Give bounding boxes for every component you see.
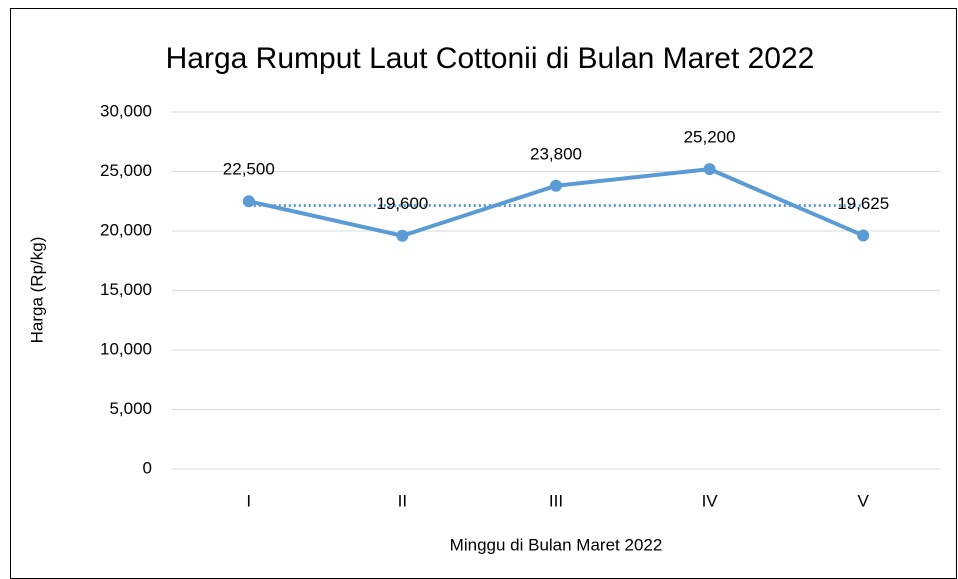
x-tick-label: IV <box>702 491 719 510</box>
data-point <box>703 163 716 176</box>
data-label: 19,600 <box>376 194 428 213</box>
data-point <box>396 229 409 242</box>
data-point <box>242 195 255 208</box>
data-label: 23,800 <box>530 144 582 163</box>
y-tick-label: 20,000 <box>100 220 152 239</box>
y-tick-label: 0 <box>143 458 152 477</box>
data-point <box>550 179 562 192</box>
x-tick-label: I <box>246 491 251 510</box>
y-tick-label: 15,000 <box>100 280 152 299</box>
y-tick-label: 30,000 <box>100 101 152 120</box>
x-axis-label: Minggu di Bulan Maret 2022 <box>450 535 663 554</box>
y-tick-label: 25,000 <box>100 161 152 180</box>
x-tick-label: II <box>398 491 407 510</box>
data-label: 19,625 <box>837 194 889 213</box>
data-label: 25,200 <box>684 128 736 147</box>
y-tick-label: 10,000 <box>100 339 152 358</box>
y-tick-label: 5,000 <box>109 399 152 418</box>
chart-title: Harga Rumput Laut Cottonii di Bulan Mare… <box>166 42 815 75</box>
data-point <box>857 229 870 242</box>
x-tick-label: V <box>858 491 870 510</box>
x-tick-label: III <box>549 491 563 510</box>
data-label: 22,500 <box>223 160 275 179</box>
chart-frame <box>10 8 957 579</box>
y-axis-label: Harga (Rp/kg) <box>27 237 46 344</box>
